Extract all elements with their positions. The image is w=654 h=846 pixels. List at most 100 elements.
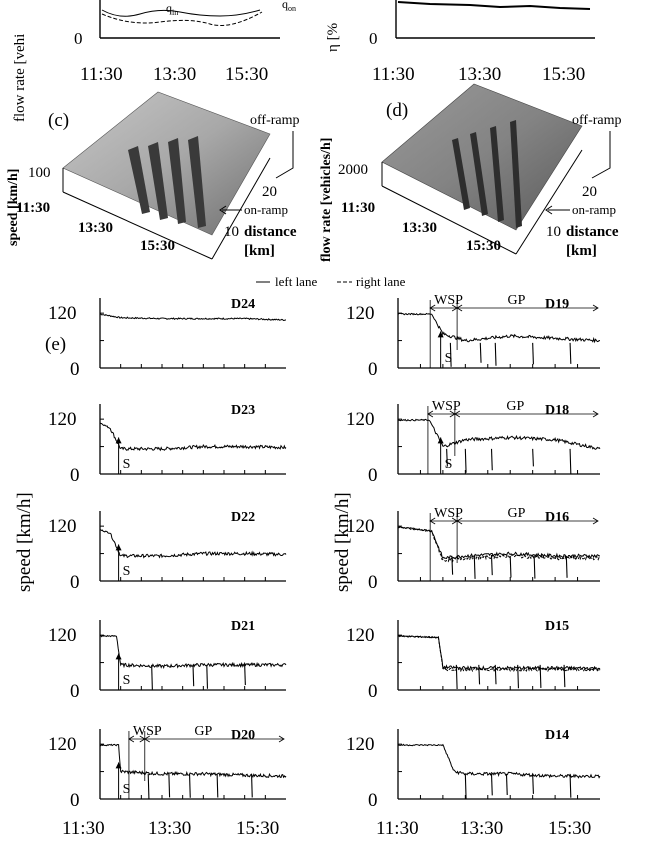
GP-arrow-left xyxy=(456,304,463,312)
S-arrow-head xyxy=(115,653,122,660)
WSP-arrow-left xyxy=(427,410,434,418)
panel-c-jam xyxy=(148,142,168,220)
panel-e-ylabel-right: speed [km/h] xyxy=(332,492,353,592)
GP-arrow-right xyxy=(592,304,599,312)
y-tick-label-0: 0 xyxy=(368,572,378,593)
top-left-panel: flow rate [vehi 0 qin qon 11:30 13:30 15… xyxy=(12,0,296,122)
panel-d-jam xyxy=(490,126,504,222)
WSP-label: WSP xyxy=(133,724,162,739)
y-tick-label-120: 120 xyxy=(346,734,375,755)
moving-jam-dip xyxy=(565,555,568,578)
panel-c-ztick: 100 xyxy=(28,165,51,181)
detector-title: D21 xyxy=(231,619,255,634)
GP-arrow-left xyxy=(456,517,463,525)
y-tick-label-0: 0 xyxy=(368,359,378,380)
S-arrow-head xyxy=(437,437,444,444)
detector-panel-d15: 120 0 D15 xyxy=(346,619,601,702)
panel-c-dist-axis xyxy=(211,157,271,260)
panel-d-time-tick: 11:30 xyxy=(341,200,375,216)
GP-arrow-right xyxy=(278,735,285,743)
moving-jam-dip xyxy=(151,664,153,690)
moving-jam-dip xyxy=(517,664,520,689)
moving-jam-dip xyxy=(455,664,458,689)
top-right-panel: η [% 0 11:30 13:30 15:30 xyxy=(325,0,595,85)
moving-jam-dip xyxy=(446,448,448,467)
panel-c-dist-unit: [km] xyxy=(244,243,275,259)
moving-jam-dip xyxy=(490,555,493,576)
moving-jam-dip xyxy=(464,773,467,799)
S-label: S xyxy=(123,564,131,579)
top-right-xtick: 13:30 xyxy=(458,64,501,85)
detector-panel-d16: 120 0 D16 WSP GP xyxy=(346,506,601,593)
panel-c-zlabel: speed [km/h] xyxy=(6,169,21,246)
S-label: S xyxy=(123,457,131,472)
panel-e-ylabel-left: speed [km/h] xyxy=(14,492,35,592)
y-tick-label-120: 120 xyxy=(48,734,77,755)
panel-d-on-ramp-arrow xyxy=(545,205,570,215)
WSP-arrow-left xyxy=(429,517,436,525)
panel-c: (c) speed [km/h] 100 11:30 13:30 15:30 2… xyxy=(6,91,300,260)
panel-c-off-ramp: off-ramp xyxy=(250,113,300,128)
S-arrow-head xyxy=(115,544,122,551)
detector-title: D18 xyxy=(545,403,569,418)
detector-panel-d14: 120 0 D14 xyxy=(346,728,601,811)
panel-c-time-axis xyxy=(62,191,213,260)
speed-series-line xyxy=(397,635,601,671)
top-right-zero: 0 xyxy=(369,29,378,48)
moving-jam-dip xyxy=(569,342,572,364)
y-tick-label-0: 0 xyxy=(70,359,80,380)
moving-jam-dip xyxy=(464,448,467,473)
panel-c-jam xyxy=(188,136,206,228)
S-label: S xyxy=(123,673,131,688)
panel-c-jam xyxy=(128,146,150,214)
panel-c-jams xyxy=(128,136,206,228)
moving-jam-dip xyxy=(505,773,508,796)
top-left-zero: 0 xyxy=(74,29,83,48)
top-right-xtick: 15:30 xyxy=(542,64,585,85)
y-tick-label-120: 120 xyxy=(48,303,77,324)
S-label: S xyxy=(445,457,453,472)
speed-series-line xyxy=(397,526,600,561)
y-tick-label-0: 0 xyxy=(70,681,80,702)
moving-jam-dip xyxy=(494,342,497,366)
moving-jam-dip xyxy=(206,664,209,689)
detector-title: D14 xyxy=(545,728,569,743)
top-left-xticks: 11:30 13:30 15:30 xyxy=(80,64,268,85)
moving-jam-dip xyxy=(494,664,497,685)
panel-d-jam xyxy=(470,132,488,216)
detector-title: D22 xyxy=(231,510,255,525)
top-left-xtick: 13:30 xyxy=(153,64,196,85)
moving-jam-dip xyxy=(569,448,572,474)
moving-jam-dip xyxy=(532,448,534,467)
panel-d-dist-axis xyxy=(515,149,583,255)
top-left-xtick: 11:30 xyxy=(80,64,123,85)
GP-label: GP xyxy=(508,506,526,521)
S-arrow-head xyxy=(115,437,122,444)
S-arrow-head xyxy=(115,762,122,769)
GP-arrow-right xyxy=(592,410,599,418)
panel-c-tag: (c) xyxy=(48,110,69,131)
panel-d-jam xyxy=(452,138,470,210)
panel-c-time-tick: 13:30 xyxy=(78,220,113,236)
top-right-ylabel: η [% xyxy=(325,23,341,52)
moving-jam-dip xyxy=(216,773,219,798)
WSP-arrow-left xyxy=(429,304,436,312)
moving-jam-dip xyxy=(533,555,536,579)
e-right-xtick: 15:30 xyxy=(548,818,591,839)
panel-e-detectors: 120 0 D24 120 0 D23 S 120 0 D22 S 120 0 D21 S 120 0 D20 S W… xyxy=(48,293,601,811)
panel-d-dist-tick: 20 xyxy=(582,184,597,200)
moving-jam-dip xyxy=(168,773,171,798)
top-legend-q-on: qon xyxy=(282,0,296,13)
top-right-xtick: 11:30 xyxy=(372,64,415,85)
panel-d-tag: (d) xyxy=(386,100,408,121)
panel-c-off-ramp-pointer xyxy=(275,131,294,179)
moving-jam-dip xyxy=(532,773,534,794)
y-tick-label-120: 120 xyxy=(346,303,375,324)
speed-series-line xyxy=(397,634,601,673)
WSP-arrow-left xyxy=(128,735,135,743)
moving-jam-dip xyxy=(147,773,150,799)
legend-left-label: left lane xyxy=(275,274,317,289)
y-tick-label-120: 120 xyxy=(48,516,77,537)
detector-title: D20 xyxy=(231,728,255,743)
GP-arrow-right xyxy=(592,517,599,525)
